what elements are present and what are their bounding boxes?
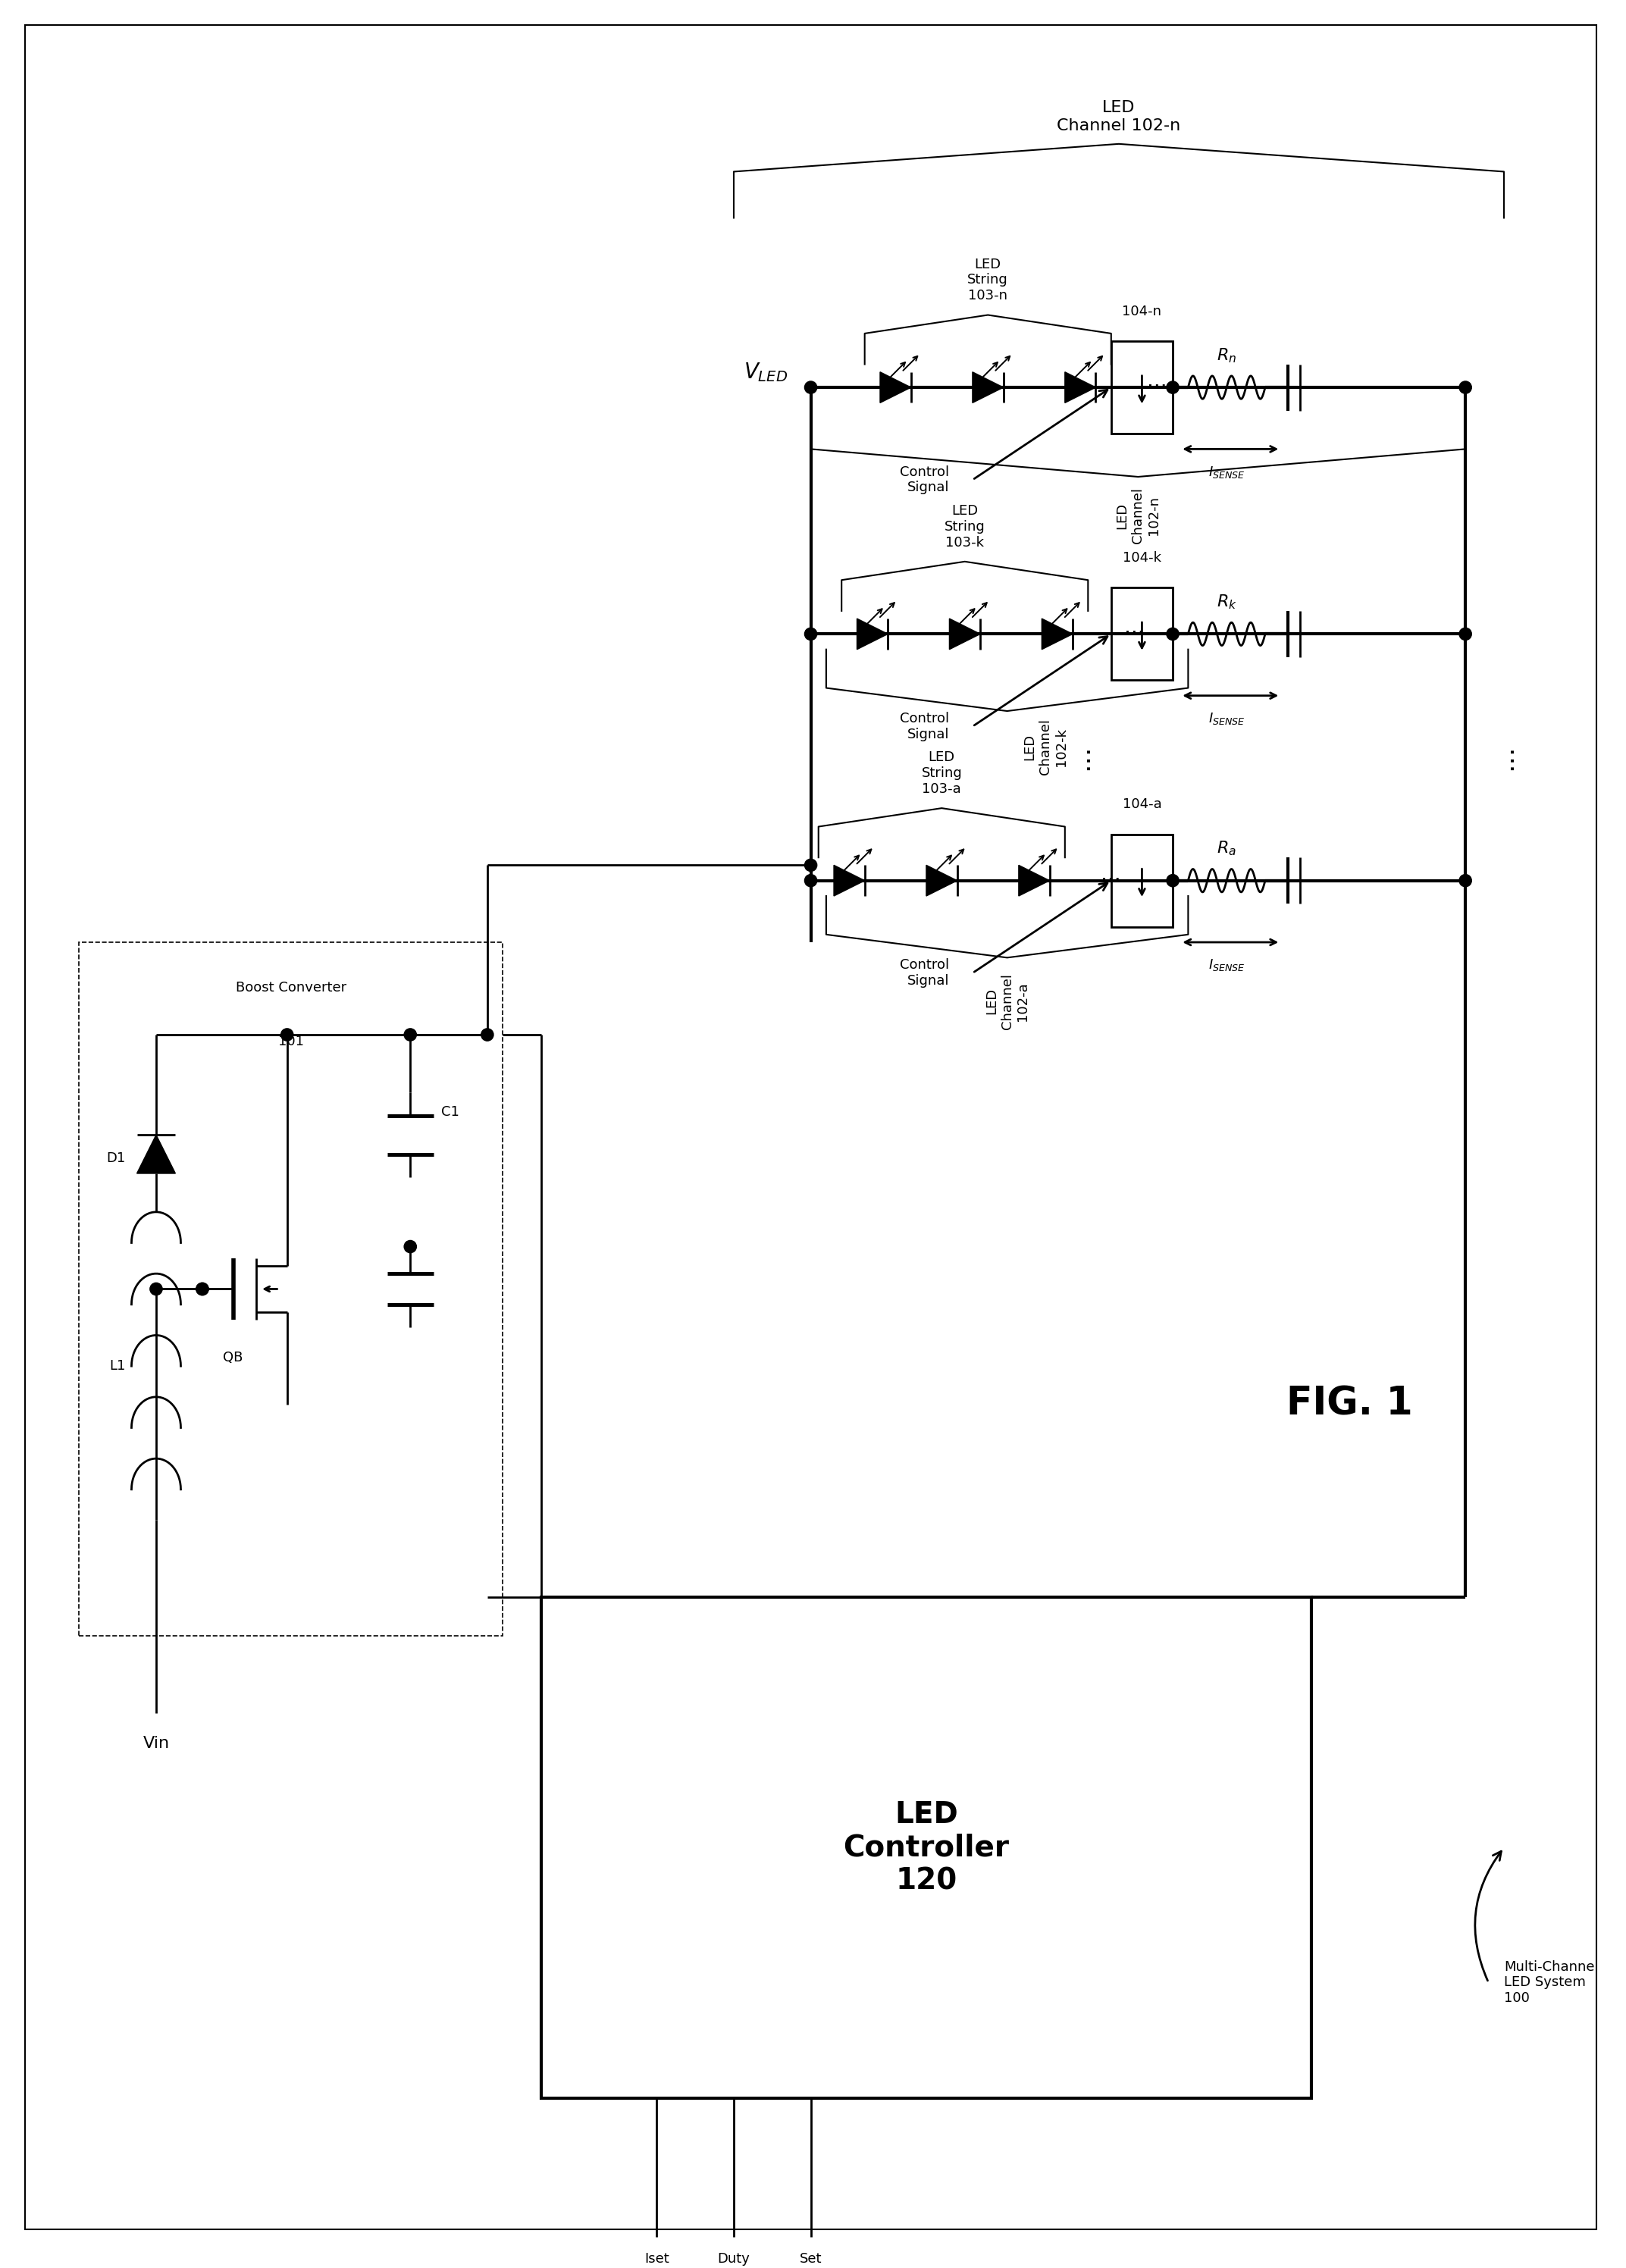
Circle shape: [805, 381, 816, 395]
Polygon shape: [1065, 372, 1096, 404]
Bar: [1111, 340, 1172, 433]
Circle shape: [805, 860, 816, 871]
Text: QB: QB: [223, 1352, 244, 1365]
Circle shape: [197, 1284, 208, 1295]
Circle shape: [805, 875, 816, 887]
Circle shape: [405, 1241, 416, 1252]
Text: $I_{SENSE}$: $I_{SENSE}$: [1208, 465, 1246, 479]
Text: Multi-Channel
LED System
100: Multi-Channel LED System 100: [1504, 1960, 1598, 2005]
Text: $I_{SENSE}$: $I_{SENSE}$: [1208, 957, 1246, 973]
Circle shape: [150, 1284, 163, 1295]
Text: Set: Set: [800, 2252, 823, 2266]
Text: Control
Signal: Control Signal: [901, 959, 950, 989]
Polygon shape: [137, 1134, 176, 1173]
Text: D1: D1: [106, 1152, 125, 1166]
Text: Boost Converter: Boost Converter: [236, 980, 346, 993]
Text: $R_n$: $R_n$: [1216, 347, 1237, 365]
Text: 104-n: 104-n: [1122, 304, 1161, 318]
Text: C1: C1: [441, 1105, 459, 1118]
Text: ...: ...: [1067, 744, 1093, 771]
Text: Duty: Duty: [717, 2252, 750, 2266]
Text: Control
Signal: Control Signal: [901, 712, 950, 742]
Text: LED
String
103-k: LED String 103-k: [945, 503, 985, 549]
Text: Control
Signal: Control Signal: [901, 465, 950, 494]
Polygon shape: [1042, 619, 1073, 649]
Circle shape: [405, 1030, 416, 1041]
Text: LED
String
103-n: LED String 103-n: [967, 259, 1008, 302]
Text: Vin: Vin: [143, 1735, 169, 1751]
Text: LED
String
103-a: LED String 103-a: [922, 751, 963, 796]
Bar: [80, 941, 502, 1635]
Text: FIG. 1: FIG. 1: [1286, 1386, 1413, 1424]
Polygon shape: [972, 372, 1003, 404]
Circle shape: [481, 1030, 493, 1041]
Circle shape: [1459, 381, 1472, 395]
Circle shape: [1166, 381, 1179, 395]
Text: LED
Channel 102-n: LED Channel 102-n: [1057, 100, 1180, 134]
Circle shape: [1166, 875, 1179, 887]
Text: $I_{SENSE}$: $I_{SENSE}$: [1208, 712, 1246, 726]
Text: $R_k$: $R_k$: [1216, 592, 1237, 610]
Circle shape: [1166, 628, 1179, 640]
Circle shape: [805, 628, 816, 640]
Text: ···: ···: [1124, 624, 1145, 644]
Text: LED
Controller
120: LED Controller 120: [844, 1801, 1010, 1896]
Text: LED
Channel
102-k: LED Channel 102-k: [1023, 719, 1068, 776]
Bar: [541, 1597, 1312, 2098]
Text: LED
Channel
102-n: LED Channel 102-n: [1115, 488, 1161, 544]
Text: $V_{LED}$: $V_{LED}$: [743, 361, 787, 383]
Text: ...: ...: [1491, 744, 1517, 771]
Polygon shape: [927, 864, 958, 896]
Polygon shape: [1020, 864, 1049, 896]
Text: ···: ···: [1101, 871, 1122, 891]
Text: Iset: Iset: [644, 2252, 670, 2266]
Circle shape: [1459, 875, 1472, 887]
Circle shape: [1459, 628, 1472, 640]
Text: ···: ···: [1148, 376, 1167, 397]
Text: L1: L1: [109, 1359, 125, 1372]
Polygon shape: [857, 619, 888, 649]
Text: 104-k: 104-k: [1122, 551, 1161, 565]
Polygon shape: [834, 864, 865, 896]
Text: 101: 101: [278, 1034, 304, 1048]
Bar: [1111, 835, 1172, 928]
Circle shape: [197, 1284, 208, 1295]
Bar: [1111, 587, 1172, 680]
Text: 104-a: 104-a: [1122, 798, 1161, 812]
Polygon shape: [880, 372, 911, 404]
Text: LED
Channel
102-a: LED Channel 102-a: [985, 973, 1029, 1030]
Text: $R_a$: $R_a$: [1216, 839, 1236, 857]
Polygon shape: [950, 619, 980, 649]
Circle shape: [281, 1030, 293, 1041]
